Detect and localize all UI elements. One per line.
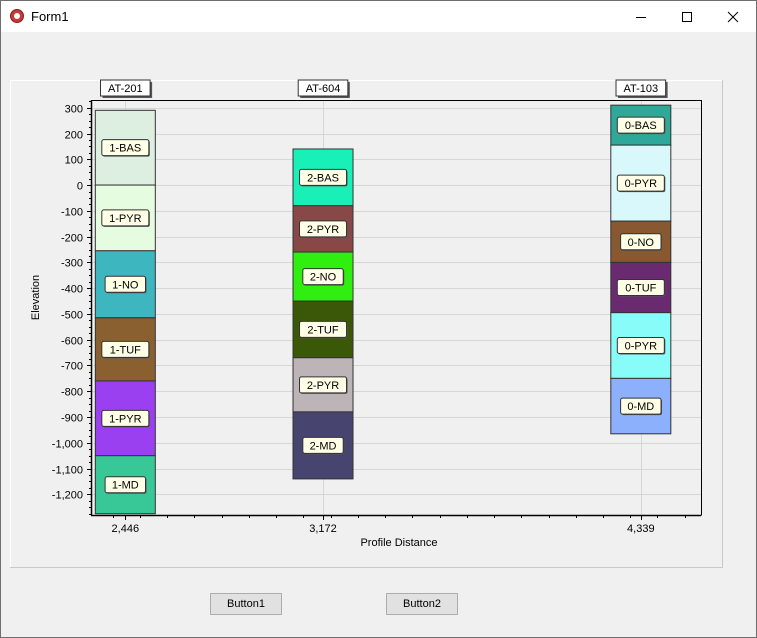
layer-label-box — [616, 116, 665, 134]
well-columns: 1-BAS1-PYR1-NO1-TUF1-PYR1-MDAT-2012-BAS2… — [94, 79, 672, 515]
y-tick-label: -200 — [61, 233, 83, 245]
layer-label-box — [620, 233, 662, 251]
layer-label: 1-PYR — [109, 213, 141, 225]
button1[interactable]: Button1 — [210, 593, 282, 615]
layer-label-box — [101, 139, 150, 157]
maximize-icon — [682, 11, 692, 22]
y-tick-label: 300 — [65, 104, 83, 116]
x-tick-label: 3,172 — [309, 523, 337, 535]
y-tick-label: -100 — [61, 207, 83, 219]
layer-label: 2-PYR — [307, 380, 339, 392]
minimize-button[interactable] — [618, 1, 664, 32]
x-tick-label: 4,339 — [627, 523, 655, 535]
maximize-button[interactable] — [664, 1, 710, 32]
window-title: Form1 — [31, 9, 69, 24]
layer-label: 2-TUF — [307, 324, 338, 336]
y-axis-title: Elevation — [30, 275, 42, 320]
layer-label: 2-NO — [310, 272, 337, 284]
y-tick-label: -400 — [61, 284, 83, 296]
well-column-at-604: 2-BAS 2-PYR 2-NO 2-TUF 2-PYR 2-MD — [292, 148, 354, 480]
x-axis-ticks: 2,446 3,172 4,339 — [112, 515, 686, 535]
layer-label-box — [616, 279, 665, 297]
layer-label-box — [299, 168, 348, 186]
layer-label: 1-MD — [112, 480, 139, 492]
y-tick-label: 200 — [65, 130, 83, 142]
layer-label-box — [104, 275, 147, 293]
button2[interactable]: Button2 — [386, 593, 458, 615]
y-axis-ticks: 300 200 100 0 -100 -200 -300 -400 -500 -600 -700 -8… — [52, 101, 91, 515]
layer-label-box — [302, 268, 344, 286]
plot-background — [91, 100, 701, 515]
y-tick-label: -1,200 — [52, 490, 83, 502]
app-icon — [10, 9, 24, 23]
layer-label-box — [101, 209, 150, 227]
layer-label: 2-PYR — [307, 224, 339, 236]
layer-label: 1-NO — [112, 279, 139, 291]
layer-label: 0-MD — [627, 401, 654, 413]
y-tick-label: 0 — [77, 181, 83, 193]
y-tick-label: -800 — [61, 387, 83, 399]
layer-label: 1-TUF — [110, 344, 141, 356]
y-tick-label: -600 — [61, 336, 83, 348]
close-button[interactable] — [710, 1, 756, 32]
layer-label-box — [620, 397, 662, 415]
y-tick-label: -900 — [61, 413, 83, 425]
y-tick-label: -300 — [61, 258, 83, 270]
layer-label: 1-BAS — [109, 143, 141, 155]
chart-axes — [90, 100, 702, 517]
layer-label-box — [299, 320, 348, 338]
layer-label-box — [101, 340, 150, 358]
layer-label-box — [299, 376, 348, 394]
well-label-box — [100, 79, 151, 97]
y-tick-label: -500 — [61, 310, 83, 322]
layer-label: 2-BAS — [307, 172, 339, 184]
layer-label: 0-NO — [628, 237, 655, 249]
minimize-icon — [636, 16, 646, 18]
layer-label-box — [616, 174, 665, 192]
y-tick-label: -1,000 — [52, 439, 83, 451]
well-column-at-201: 1-BAS 1-PYR 1-NO 1-TUF 1-PYR 1-MD — [94, 109, 156, 515]
well-label: AT-604 — [306, 83, 341, 95]
y-tick-label: -1,100 — [52, 465, 83, 477]
layer-label-box — [302, 436, 344, 454]
layer-label: 2-MD — [310, 440, 337, 452]
y-tick-label: -700 — [61, 361, 83, 373]
layer-label: 0-PYR — [625, 341, 657, 353]
layer-label-box — [101, 409, 150, 427]
x-axis-title: Profile Distance — [360, 537, 437, 549]
well-label-box — [297, 79, 349, 97]
well-column-at-103: 0-BAS 0-PYR 0-NO 0-TUF 0-PYR 0-MD — [610, 104, 672, 435]
grid-lines — [91, 100, 701, 515]
layer-label-box — [299, 220, 348, 238]
layer-label-box — [616, 337, 665, 355]
well-label-box — [615, 79, 667, 97]
title-bar: Form1 — [1, 1, 756, 32]
layer-label: 0-TUF — [625, 283, 656, 295]
layer-label: 1-PYR — [109, 413, 141, 425]
layer-label: 0-PYR — [625, 178, 657, 190]
well-label: AT-201 — [108, 83, 143, 95]
close-icon — [727, 11, 739, 22]
layer-label-box — [104, 476, 147, 494]
x-tick-label: 2,446 — [112, 523, 140, 535]
y-tick-label: 100 — [65, 155, 83, 167]
layer-label: 0-BAS — [625, 120, 657, 132]
profile-chart: 1-BAS1-PYR1-NO1-TUF1-PYR1-MDAT-2012-BAS2… — [30, 79, 702, 549]
well-label: AT-103 — [623, 83, 658, 95]
